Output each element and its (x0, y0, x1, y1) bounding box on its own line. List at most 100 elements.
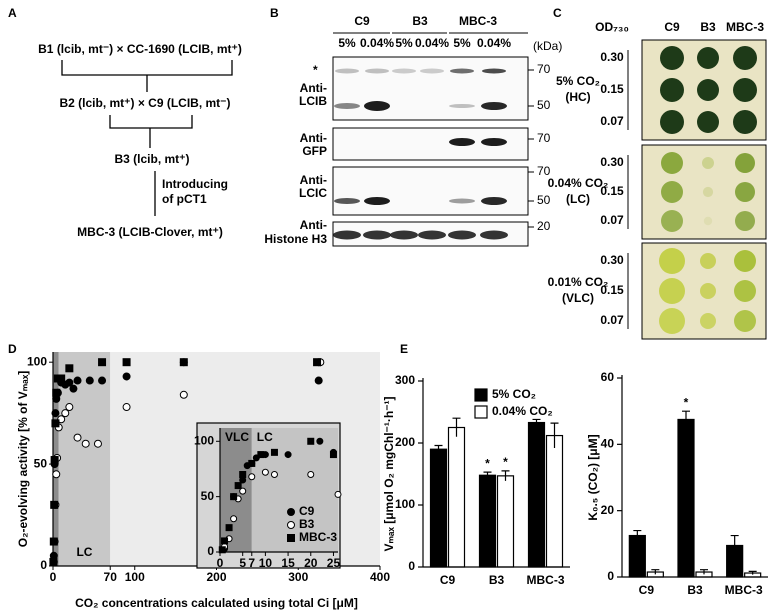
colony-spot (697, 47, 719, 69)
point (307, 471, 315, 478)
blot (332, 56, 529, 121)
point (50, 500, 59, 509)
point (329, 451, 337, 459)
strain-header: MBC-3 (459, 14, 497, 28)
point (122, 372, 131, 381)
bar (527, 421, 546, 568)
step-text: of pCT1 (162, 192, 207, 206)
legend-label: C9 (299, 504, 315, 518)
od-header: OD₇₃₀ (595, 20, 629, 34)
bar (478, 474, 497, 568)
point (314, 376, 323, 385)
marker-label: 70 (537, 164, 551, 178)
colony-spot (734, 310, 756, 332)
point (239, 471, 247, 478)
point (98, 358, 107, 367)
condition-label: (HC) (565, 90, 590, 104)
point (307, 437, 315, 445)
x-tick-label: 300 (288, 570, 308, 584)
x-tick-label: 25 (327, 556, 341, 570)
point (221, 537, 229, 545)
y-tick-label: 100 (194, 433, 214, 447)
od-label: 0.15 (600, 283, 624, 297)
point (270, 448, 278, 456)
colony-spot (700, 313, 716, 329)
legend-marker (287, 521, 295, 529)
panel-label: B (270, 6, 279, 20)
y-tick-label: 100 (395, 497, 415, 511)
point (316, 437, 324, 445)
point (248, 473, 256, 481)
od-label: 0.30 (600, 253, 624, 267)
point (270, 471, 278, 478)
band (365, 68, 389, 74)
colony-spot (702, 157, 714, 169)
x-tick-label: C9 (440, 573, 456, 587)
x-tick-label: 0 (50, 570, 57, 584)
od-label: 0.30 (600, 155, 624, 169)
point (51, 409, 60, 418)
colony-spot (735, 182, 755, 202)
x-tick-label: MBC-3 (527, 573, 565, 587)
colony-spot (660, 78, 684, 102)
point (49, 537, 58, 546)
colony-spot (659, 278, 685, 304)
y-axis-label: O₂-evolving activity [% of Vₘₐₓ] (16, 371, 30, 547)
bar (496, 475, 515, 568)
panel-label: C (553, 6, 562, 20)
bracket (109, 115, 193, 148)
error-bar (682, 410, 690, 428)
legend-label: B3 (299, 517, 315, 531)
colony-spot (697, 111, 719, 133)
band (418, 230, 446, 240)
band (334, 198, 360, 204)
point (65, 364, 74, 373)
error-bar (434, 444, 443, 453)
y-tick-label: 20 (601, 503, 615, 517)
point (257, 451, 265, 459)
colony-spot (660, 110, 684, 134)
bracket (61, 60, 233, 92)
legend-marker (287, 508, 295, 516)
colony-spot (697, 79, 719, 101)
panel-label: A (8, 6, 17, 20)
x-tick-label: 0 (217, 556, 224, 570)
colony-spot (659, 248, 685, 274)
error-bar (550, 422, 559, 448)
colony-spot (733, 46, 757, 70)
point (334, 490, 342, 498)
point (313, 358, 322, 367)
od-label: 0.07 (600, 114, 624, 128)
strain-header: B3 (700, 20, 716, 34)
point (248, 459, 256, 467)
band (449, 104, 475, 108)
cross-text: B1 (lcib, mt⁻) × CC-1690 (LCIB, mt⁺) (38, 42, 242, 56)
point (73, 433, 82, 442)
band (390, 230, 418, 240)
marker-label: 20 (537, 219, 551, 233)
y-axis-label: Vₘₐₓ [μmol O₂ mgChl⁻¹·h⁻¹] (382, 396, 396, 551)
band (480, 230, 508, 240)
x-tick-label: 100 (125, 570, 145, 584)
error-bar (501, 470, 510, 481)
bar (447, 426, 466, 568)
band (364, 101, 390, 111)
error-bar (532, 418, 541, 426)
point (93, 439, 102, 448)
x-tick-label: 200 (206, 570, 226, 584)
colony-spot (700, 253, 716, 269)
antibody-label: Histone H3 (264, 232, 327, 246)
colony-spot (659, 308, 685, 334)
colony-spot (733, 78, 757, 102)
condition-header: 0.04% (415, 36, 449, 50)
point (218, 546, 226, 554)
significance-mark: * (485, 456, 490, 470)
region (220, 428, 252, 552)
bar (545, 434, 564, 568)
point (230, 515, 238, 523)
colony-spot (661, 181, 683, 203)
band (481, 138, 507, 146)
antibody-label: LCIB (299, 94, 327, 108)
y-tick-label: 0 (207, 544, 214, 558)
point (69, 384, 78, 393)
